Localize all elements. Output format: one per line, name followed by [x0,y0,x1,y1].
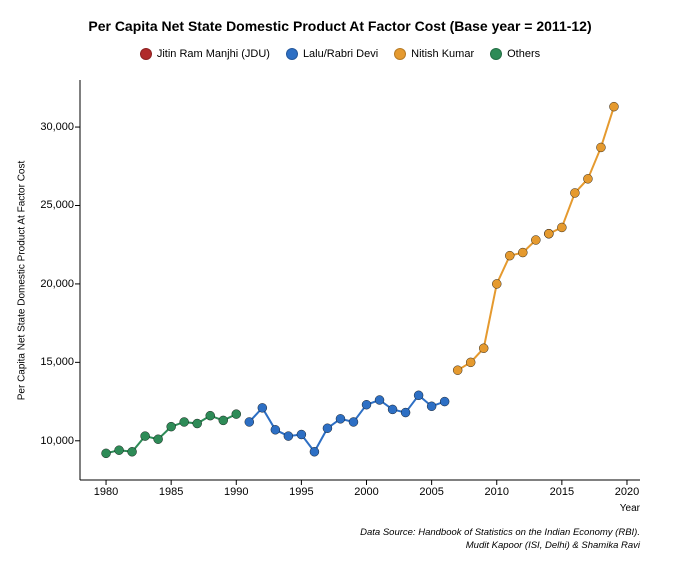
data-point [115,446,124,455]
data-point [154,435,163,444]
data-point [505,251,514,260]
legend-item-3: Others [490,48,540,60]
data-point [271,425,280,434]
legend-item-0: Jitin Ram Manjhi (JDU) [140,48,270,60]
data-point [609,102,618,111]
legend-swatch [490,48,502,60]
data-point [531,236,540,245]
data-point [583,174,592,183]
data-point [518,248,527,257]
data-point [362,400,371,409]
data-point [258,403,267,412]
y-tick-label: 15,000 [40,356,74,368]
legend-label: Nitish Kumar [411,48,474,60]
data-point [284,432,293,441]
series-line [458,240,536,370]
plot-svg [80,80,640,480]
legend: Jitin Ram Manjhi (JDU) Lalu/Rabri Devi Nit… [0,48,680,63]
legend-swatch [286,48,298,60]
y-tick-label: 30,000 [40,121,74,133]
x-tick-label: 1990 [224,486,248,498]
data-point [219,416,228,425]
data-point [427,402,436,411]
data-point [388,405,397,414]
series-line [549,107,614,234]
legend-swatch [394,48,406,60]
data-point [245,417,254,426]
data-point [349,417,358,426]
legend-swatch [140,48,152,60]
x-tick-label: 2015 [550,486,574,498]
chart-title: Per Capita Net State Domestic Product At… [0,18,680,34]
x-tick-label: 1995 [289,486,313,498]
x-tick-label: 2005 [419,486,443,498]
data-point [323,424,332,433]
data-point [297,430,306,439]
data-point [141,432,150,441]
data-point [375,396,384,405]
data-point [232,410,241,419]
x-tick-label: 1985 [159,486,183,498]
legend-item-2: Nitish Kumar [394,48,474,60]
data-point [414,391,423,400]
x-tick-label: 1980 [94,486,118,498]
data-point [557,223,566,232]
data-point [336,414,345,423]
x-tick-label: 2020 [615,486,639,498]
data-point [544,229,553,238]
data-point [193,419,202,428]
data-point [102,449,111,458]
y-tick-label: 25,000 [40,199,74,211]
legend-item-1: Lalu/Rabri Devi [286,48,378,60]
y-axis-label: Per Capita Net State Domestic Product At… [14,80,30,480]
data-point [440,397,449,406]
legend-label: Lalu/Rabri Devi [303,48,378,60]
data-point [401,408,410,417]
data-point [479,344,488,353]
data-point [128,447,137,456]
y-tick-label: 10,000 [40,435,74,447]
data-source: Data Source: Handbook of Statistics on t… [360,527,640,552]
data-point [466,358,475,367]
series-line [106,414,236,453]
legend-label: Others [507,48,540,60]
plot-area: 19801985199019952000200520102015202010,0… [80,80,640,480]
data-point [310,447,319,456]
x-axis-label: Year [620,503,640,514]
data-point [492,279,501,288]
data-point [570,188,579,197]
chart-container: Per Capita Net State Domestic Product At… [0,0,680,566]
x-tick-label: 2010 [484,486,508,498]
data-point [180,417,189,426]
legend-label: Jitin Ram Manjhi (JDU) [157,48,270,60]
data-point [453,366,462,375]
data-point [206,411,215,420]
x-tick-label: 2000 [354,486,378,498]
series-line [249,395,444,451]
data-point [596,143,605,152]
data-point [167,422,176,431]
y-tick-label: 20,000 [40,278,74,290]
